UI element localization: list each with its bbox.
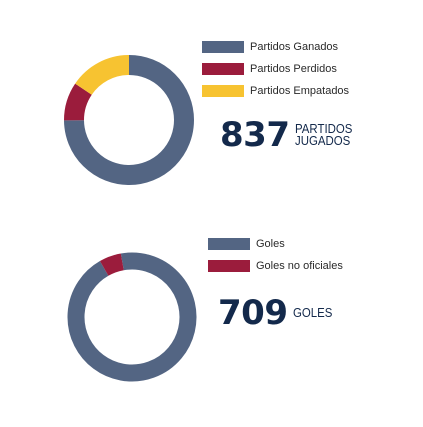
matches-slice-partidos-perdidos: [64, 83, 92, 121]
matches-legend: Partidos Ganados Partidos Perdidos Parti…: [202, 36, 349, 102]
matches-slice-partidos-ganados: [64, 55, 194, 185]
legend-label-empatados: Partidos Empatados: [250, 85, 350, 97]
legend-swatch-ganados: [202, 41, 244, 53]
matches-donut-chart: [64, 55, 194, 185]
legend-swatch-goles-no-oficiales: [208, 260, 250, 272]
goals-number: 709: [218, 293, 288, 333]
matches-played-stat: 837 PARTIDOS JUGADOS: [220, 118, 365, 152]
goals-slice-goles: [67, 252, 197, 382]
legend-item-partidos-ganados: Partidos Ganados: [202, 36, 349, 58]
legend-label-perdidos: Partidos Perdidos: [250, 63, 337, 75]
legend-swatch-empatados: [202, 85, 244, 97]
goals-legend: Goles Goles no oficiales: [208, 233, 343, 277]
goals-donut-chart: [67, 252, 197, 382]
goals-slice-goles-no-oficiales: [99, 253, 125, 276]
goals-label: GOLES: [293, 305, 333, 320]
legend-label-goles: Goles: [256, 238, 285, 250]
legend-item-partidos-perdidos: Partidos Perdidos: [202, 58, 349, 80]
legend-label-ganados: Partidos Ganados: [250, 41, 339, 53]
matches-played-label: PARTIDOS JUGADOS: [295, 121, 353, 148]
matches-slice-partidos-empatados: [75, 55, 130, 96]
legend-item-goles: Goles: [208, 233, 343, 255]
legend-item-partidos-empatados: Partidos Empatados: [202, 80, 349, 102]
legend-item-goles-no-oficiales: Goles no oficiales: [208, 255, 343, 277]
legend-swatch-goles: [208, 238, 250, 250]
legend-swatch-perdidos: [202, 63, 244, 75]
legend-label-goles-no-oficiales: Goles no oficiales: [256, 260, 343, 272]
matches-played-number: 837: [220, 115, 290, 155]
goals-stat: 709 GOLES: [218, 296, 338, 330]
